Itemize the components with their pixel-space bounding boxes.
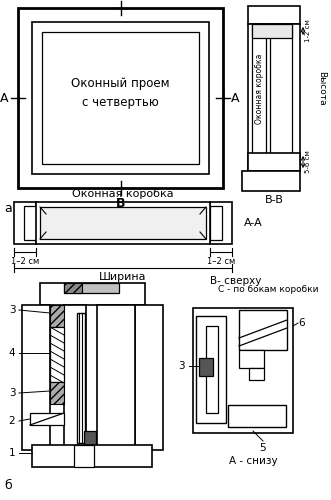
Bar [270,24,292,171]
Text: 4: 4 [9,348,15,358]
Bar [206,326,218,413]
Bar [32,445,152,467]
Bar [40,207,206,239]
Bar [42,32,199,164]
Text: С - по бокам коробки: С - по бокам коробки [218,285,318,294]
Bar [97,305,135,450]
Bar [242,171,300,191]
Bar [24,206,36,240]
Text: A-A: A-A [244,218,263,228]
Bar [64,283,82,293]
Bar [50,382,64,404]
Bar [199,358,213,376]
Text: 5: 5 [260,443,266,453]
Text: В- сверху: В- сверху [210,276,261,286]
Bar [210,206,222,240]
Text: а: а [4,202,12,215]
Bar [50,305,64,327]
Bar [248,153,300,171]
Text: 3: 3 [9,305,15,315]
Text: Оконная коробка: Оконная коробка [256,54,264,124]
Text: Ширина: Ширина [99,272,147,282]
Text: 1-2 см: 1-2 см [305,20,311,42]
Text: 1: 1 [9,448,15,458]
Bar [77,313,85,443]
Text: Оконный проем
с четвертью: Оконный проем с четвертью [71,77,170,109]
Text: Высота: Высота [317,71,326,106]
Bar [36,202,210,244]
Bar [30,413,64,425]
Bar [84,431,96,445]
Bar [32,22,209,174]
Text: 2: 2 [9,416,15,426]
Text: 5-6 см: 5-6 см [305,150,311,174]
Bar [252,24,292,38]
Text: А: А [231,92,240,104]
Text: B-B: B-B [264,195,283,205]
Bar [40,283,145,305]
Text: 1–2 см: 1–2 см [11,257,39,266]
Bar [196,316,226,423]
Bar [64,305,86,450]
Bar [193,308,293,433]
Bar [74,445,94,467]
Text: 3: 3 [178,361,184,371]
Text: А: А [0,92,8,104]
Bar [248,24,300,171]
Text: В: В [116,197,125,210]
Bar [249,368,264,380]
Bar [210,202,232,244]
Bar [22,305,50,450]
Bar [135,305,163,450]
Text: А - снизу: А - снизу [229,456,277,466]
Text: Оконная коробка: Оконная коробка [72,189,174,199]
Bar [228,405,286,427]
Bar [248,6,300,24]
Bar [252,24,266,171]
Bar [50,327,64,382]
Bar [64,283,119,293]
Text: 3: 3 [9,388,15,398]
Text: б: б [4,479,12,492]
Text: 1–2 см: 1–2 см [207,257,235,266]
Bar [239,350,264,368]
Bar [18,8,223,188]
Bar [239,310,287,350]
Bar [14,202,36,244]
Text: 6: 6 [298,318,305,328]
